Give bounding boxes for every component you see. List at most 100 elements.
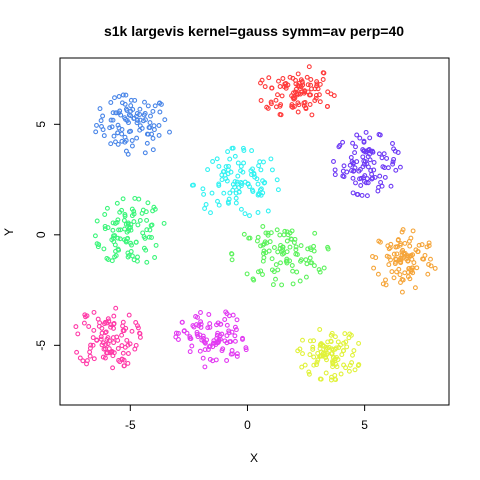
scatter-point bbox=[279, 261, 283, 265]
scatter-point bbox=[174, 335, 178, 339]
scatter-point bbox=[308, 256, 312, 260]
scatter-point bbox=[351, 191, 355, 195]
scatter-point bbox=[91, 336, 95, 340]
x-tick-label: 5 bbox=[361, 418, 368, 432]
scatter-point bbox=[352, 349, 356, 353]
scatter-point bbox=[298, 279, 302, 283]
scatter-point bbox=[276, 250, 280, 254]
scatter-point bbox=[204, 203, 208, 207]
scatter-point bbox=[220, 178, 224, 182]
scatter-point bbox=[163, 118, 167, 122]
scatter-point bbox=[121, 320, 125, 324]
scatter-point bbox=[401, 290, 405, 294]
scatter-point bbox=[106, 206, 110, 210]
scatter-point bbox=[188, 350, 192, 354]
scatter-point bbox=[99, 119, 103, 123]
scatter-point bbox=[114, 140, 118, 144]
scatter-point bbox=[296, 110, 300, 114]
scatter-point bbox=[92, 311, 96, 315]
scatter-point bbox=[332, 94, 336, 98]
scatter-point bbox=[358, 136, 362, 140]
x-axis-label: X bbox=[250, 451, 258, 465]
scatter-point bbox=[274, 277, 278, 281]
scatter-point bbox=[426, 272, 430, 276]
scatter-point bbox=[256, 211, 260, 215]
scatter-point bbox=[83, 321, 87, 325]
scatter-point bbox=[153, 128, 157, 132]
scatter-point bbox=[202, 193, 206, 197]
scatter-point bbox=[111, 366, 115, 370]
scatter-point bbox=[248, 214, 252, 218]
scatter-point bbox=[135, 136, 139, 140]
scatter-point bbox=[259, 168, 263, 172]
scatter-point bbox=[382, 152, 386, 156]
scatter-point bbox=[415, 266, 419, 270]
scatter-point bbox=[280, 283, 284, 287]
scatter-point bbox=[109, 142, 113, 146]
scatter-point bbox=[120, 344, 124, 348]
scatter-point bbox=[336, 340, 340, 344]
scatter-point bbox=[215, 157, 219, 161]
scatter-point bbox=[154, 244, 158, 248]
scatter-point bbox=[92, 357, 96, 361]
scatter-point bbox=[273, 246, 277, 250]
scatter-point bbox=[387, 166, 391, 170]
scatter-point bbox=[234, 196, 238, 200]
scatter-point bbox=[130, 329, 134, 333]
scatter-point bbox=[364, 131, 368, 135]
scatter-point bbox=[210, 191, 214, 195]
scatter-point bbox=[354, 181, 358, 185]
scatter-point bbox=[228, 191, 232, 195]
scatter-point bbox=[269, 157, 273, 161]
scatter-point bbox=[121, 351, 125, 355]
scatter-point bbox=[233, 154, 237, 158]
scatter-point bbox=[274, 98, 278, 102]
scatter-point bbox=[318, 100, 322, 104]
scatter-point bbox=[433, 267, 437, 271]
scatter-point bbox=[98, 107, 102, 111]
scatter-point bbox=[333, 173, 337, 177]
scatter-point bbox=[94, 234, 98, 238]
scatter-point bbox=[91, 343, 95, 347]
scatter-point bbox=[92, 329, 96, 333]
scatter-point bbox=[240, 207, 244, 211]
y-axis: -5 0 5 bbox=[34, 121, 60, 351]
scatter-point bbox=[408, 244, 412, 248]
scatter-point bbox=[308, 103, 312, 107]
scatter-point bbox=[395, 252, 399, 256]
scatter-point bbox=[120, 132, 124, 136]
scatter-point bbox=[411, 229, 415, 233]
scatter-point bbox=[351, 353, 355, 357]
scatter-point bbox=[355, 133, 359, 137]
scatter-point bbox=[267, 76, 271, 80]
scatter-point bbox=[217, 165, 221, 169]
scatter-point bbox=[306, 83, 310, 87]
scatter-point bbox=[280, 94, 284, 98]
scatter-point bbox=[129, 104, 133, 108]
scatter-point bbox=[384, 278, 388, 282]
scatter-point bbox=[414, 286, 418, 290]
scatter-point bbox=[201, 356, 205, 360]
y-tick-label: -5 bbox=[34, 340, 48, 351]
scatter-point bbox=[157, 134, 161, 138]
scatter-point bbox=[261, 225, 265, 229]
scatter-point bbox=[125, 339, 129, 343]
scatter-point bbox=[141, 231, 145, 235]
scatter-point bbox=[262, 160, 266, 164]
scatter-point bbox=[263, 85, 267, 89]
scatter-point bbox=[288, 245, 292, 249]
scatter-point bbox=[203, 207, 207, 211]
scatter-point bbox=[168, 130, 172, 134]
scatter-point bbox=[296, 72, 300, 76]
scatter-point bbox=[301, 338, 305, 342]
scatter-point bbox=[278, 233, 282, 237]
scatter-point bbox=[234, 339, 238, 343]
scatter-point bbox=[143, 100, 147, 104]
scatter-point bbox=[326, 90, 330, 94]
scatter-point bbox=[281, 77, 285, 81]
scatter-point bbox=[120, 333, 124, 337]
scatter-point bbox=[149, 114, 153, 118]
scatter-point bbox=[270, 257, 274, 261]
scatter-point bbox=[299, 244, 303, 248]
scatter-point bbox=[74, 325, 78, 329]
